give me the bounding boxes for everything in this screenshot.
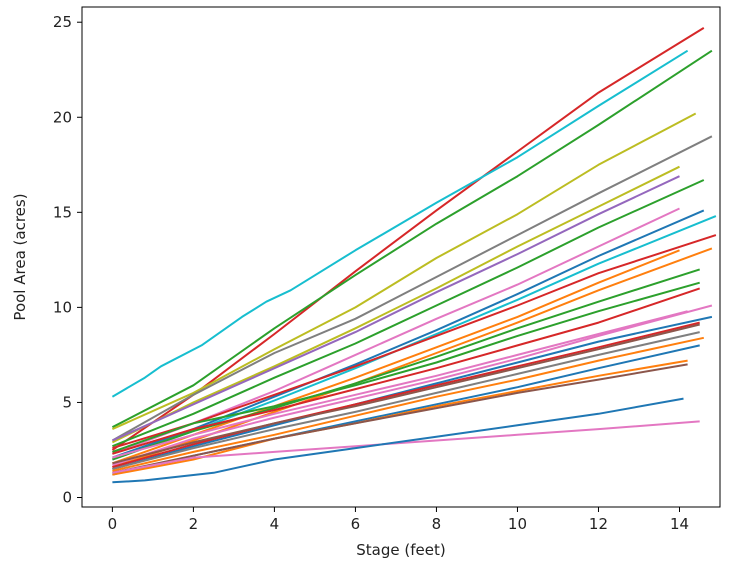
series-line-4 bbox=[111, 112, 697, 431]
series-line-3 bbox=[111, 49, 713, 429]
series-line-11 bbox=[112, 215, 717, 461]
series-line-22 bbox=[112, 323, 700, 465]
series-line-19 bbox=[112, 310, 688, 459]
series-line-24 bbox=[112, 336, 705, 472]
series-line-27 bbox=[112, 363, 688, 474]
x-tick-label: 2 bbox=[189, 515, 199, 533]
y-axis: 0 5 10 15 20 25 bbox=[53, 13, 82, 506]
series-line-7 bbox=[111, 175, 680, 442]
series-line-17 bbox=[112, 287, 701, 455]
x-tick-label: 8 bbox=[432, 515, 442, 533]
series-line-13 bbox=[112, 249, 680, 465]
series-line-15 bbox=[112, 268, 701, 461]
x-tick-label: 0 bbox=[108, 515, 118, 533]
x-tick-label: 10 bbox=[508, 515, 527, 533]
series-line-6 bbox=[111, 165, 680, 444]
y-tick-label: 15 bbox=[53, 203, 72, 221]
series-line-10 bbox=[112, 209, 705, 459]
series-line-12 bbox=[112, 234, 717, 450]
y-tick-label: 25 bbox=[53, 13, 72, 31]
series-line-9 bbox=[112, 207, 680, 455]
series-line-5 bbox=[111, 135, 713, 442]
series-layer bbox=[111, 27, 717, 484]
x-axis: 0 2 4 6 8 10 12 14 bbox=[108, 507, 689, 533]
x-tick-label: 4 bbox=[270, 515, 280, 533]
y-tick-label: 5 bbox=[62, 393, 72, 411]
plot-frame bbox=[81, 6, 721, 508]
series-line-8 bbox=[112, 179, 705, 448]
x-tick-label: 14 bbox=[670, 515, 689, 533]
y-tick-label: 0 bbox=[62, 488, 72, 506]
series-line-2 bbox=[111, 49, 689, 398]
series-line-29 bbox=[112, 397, 684, 484]
y-tick-label: 20 bbox=[53, 108, 72, 126]
x-tick-label: 12 bbox=[589, 515, 608, 533]
series-line-23 bbox=[112, 331, 700, 470]
y-axis-label: Pool Area (acres) bbox=[11, 193, 29, 320]
series-line-14 bbox=[112, 247, 713, 469]
y-tick-label: 10 bbox=[53, 298, 72, 316]
x-tick-label: 6 bbox=[351, 515, 361, 533]
series-line-21 bbox=[112, 321, 700, 469]
series-line-16 bbox=[112, 281, 700, 453]
series-line-18 bbox=[112, 304, 713, 467]
x-axis-label: Stage (feet) bbox=[356, 541, 445, 559]
